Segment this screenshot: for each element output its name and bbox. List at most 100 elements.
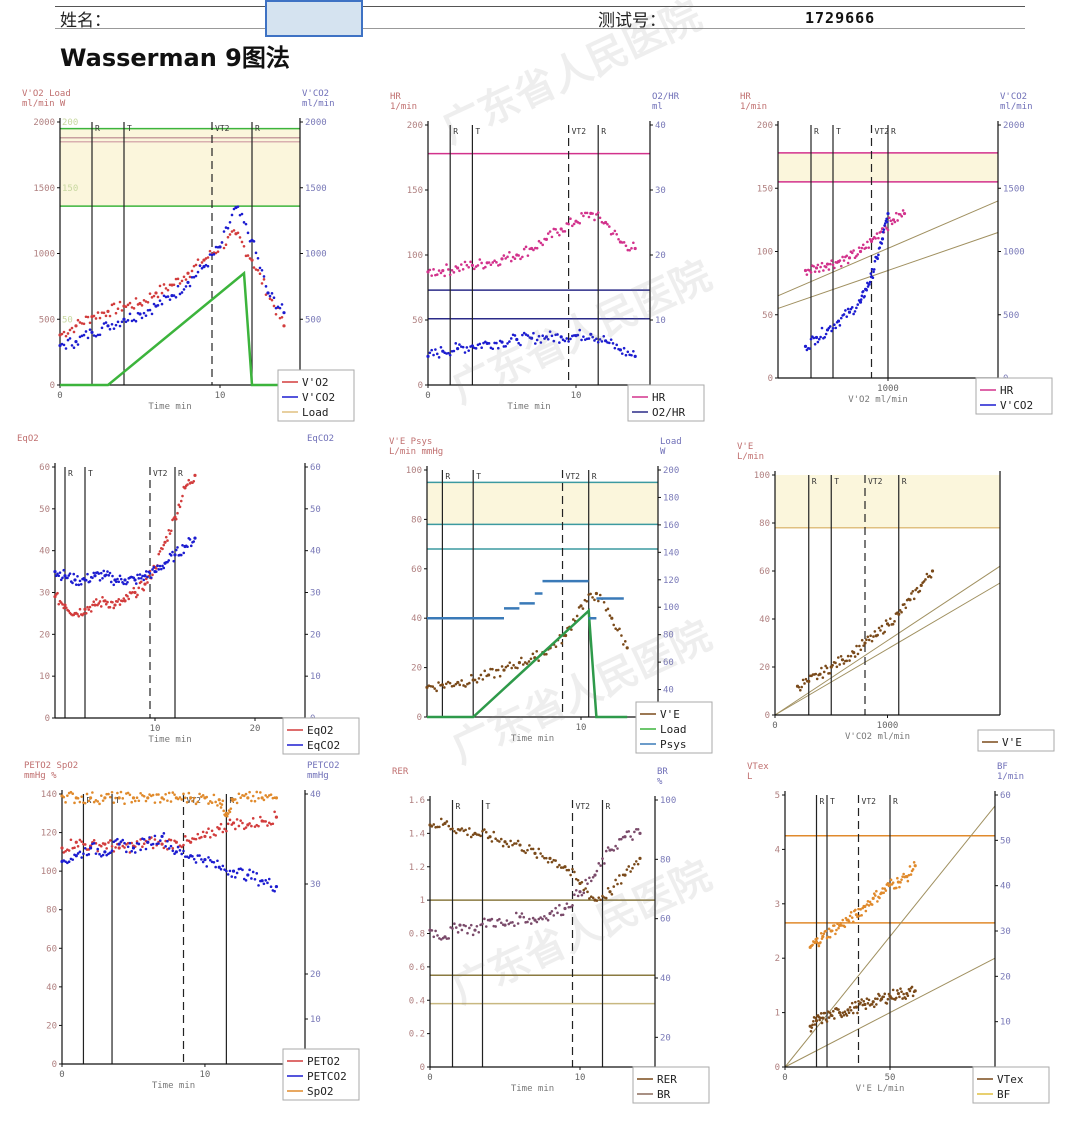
p7-point-petco2 [178,849,182,852]
p5-point-ve [581,607,585,610]
p2-point-hr [509,259,513,263]
p8-point-br [528,917,531,921]
p1-point-vo2 [162,283,166,286]
p2-point-hr [563,230,567,233]
p7-point-petco2 [194,861,198,864]
p2-point-hr [452,271,456,274]
p4-y2-tick-label: 40 [310,547,321,557]
p4-point-eqco2 [174,548,178,552]
p2-point-o2hr [613,346,617,350]
p2-point-hr [513,257,517,261]
p6-point-ve [918,589,922,593]
p4-point-eqco2 [141,574,144,578]
p3-point-hr [831,263,835,267]
p6-point-ve [897,612,901,616]
p2-point-hr [606,222,609,226]
p4-point-eqco2 [73,578,77,582]
p4-point-eqco2 [117,580,121,584]
p7-point-petco2 [250,877,253,880]
p6-point-ve [908,598,912,602]
p9-point-bf [868,900,872,904]
p2-point-o2hr [456,347,460,351]
p7-point-petco2 [216,859,219,863]
p7-point-peto2 [189,840,193,844]
p2-point-o2hr [480,346,483,350]
p9-point-vtex [849,1008,853,1012]
p1-y2-tick-label: 1500 [305,184,327,194]
p8-y-tick-label: 1.2 [409,863,425,873]
p2-y2-tick-label: 40 [655,121,666,131]
p8-point-br [451,927,454,930]
p7-point-spo2 [130,800,133,804]
p1-point-vco2 [178,292,182,296]
p2-x-tick-label: 0 [425,391,430,401]
p2-y-tick-label: 200 [407,121,423,131]
p4-point-eqco2 [63,574,67,578]
p8-point-rer [634,860,638,863]
p7-y2-tick-label: 10 [310,1015,321,1025]
p7-point-petco2 [274,884,279,889]
p3-point-vco2 [842,313,846,316]
p7-point-petco2 [87,853,91,856]
p7-point-petco2 [82,852,85,856]
p8-point-br [638,831,642,835]
p9-point-vtex [856,1011,859,1015]
p8-point-rer [580,880,584,884]
p2-point-o2hr [633,354,637,358]
p7-point-spo2 [176,797,180,801]
p7-point-peto2 [241,821,244,825]
p9-point-vtex [833,1017,836,1020]
p3-point-hr [808,269,811,272]
p3-point-vco2 [858,300,863,304]
p1-point-vo2 [64,334,68,338]
p1-point-vo2 [216,250,220,253]
p1-point-vo2 [264,293,268,296]
p3-point-vco2 [812,336,816,340]
p8-point-rer [533,851,537,856]
p8-point-rer [432,823,436,826]
p7-point-spo2 [92,800,96,804]
p9-y2-tick-label: 40 [1000,882,1011,892]
p4-point-eqco2 [192,540,196,543]
p8-point-rer [524,851,527,855]
p6-point-ve [873,630,877,633]
p1-point-vo2 [150,296,154,299]
p7-point-spo2 [229,807,233,810]
p2-point-hr [544,237,549,241]
p2-point-o2hr [452,349,456,353]
p1-point-vo2 [240,240,244,244]
p6-point-ve [883,630,886,634]
p2-point-o2hr [435,352,439,356]
p1-point-vco2 [148,308,152,312]
p2-point-o2hr [595,337,598,341]
p9-point-bf [828,935,832,939]
p7-point-spo2 [222,809,226,813]
p6-point-ve [910,592,913,595]
p4-point-eqco2 [118,574,122,578]
p7-point-peto2 [226,822,230,826]
p9-point-vtex [824,1018,828,1021]
p9-y-tick-label: 4 [775,845,780,855]
p9-point-bf [850,916,854,919]
p1-point-vo2 [96,311,100,314]
p2-point-hr [582,214,585,218]
p1-right-axis-title: V'CO2 [302,89,329,99]
p8-x-tick-label: 0 [427,1073,432,1083]
p5-point-ve [612,623,616,627]
p7-point-spo2 [244,792,248,796]
p6-point-ve [815,677,819,681]
p2-point-o2hr [544,335,549,339]
p2-y-tick-label: 50 [412,316,423,326]
p7-point-spo2 [182,792,185,796]
p7-point-peto2 [151,846,155,850]
p3-point-hr [866,240,869,244]
p1-point-vo2 [202,258,206,262]
p2-legend-box [627,384,705,422]
p8-point-rer [636,862,640,866]
p8-right-axis-unit: % [657,777,663,787]
p2-point-hr [489,263,493,267]
p4-point-eqo2 [92,600,96,604]
p4-point-eqo2 [161,547,164,551]
p6-point-ve [803,682,806,685]
p4-y-tick-label: 60 [39,463,50,473]
